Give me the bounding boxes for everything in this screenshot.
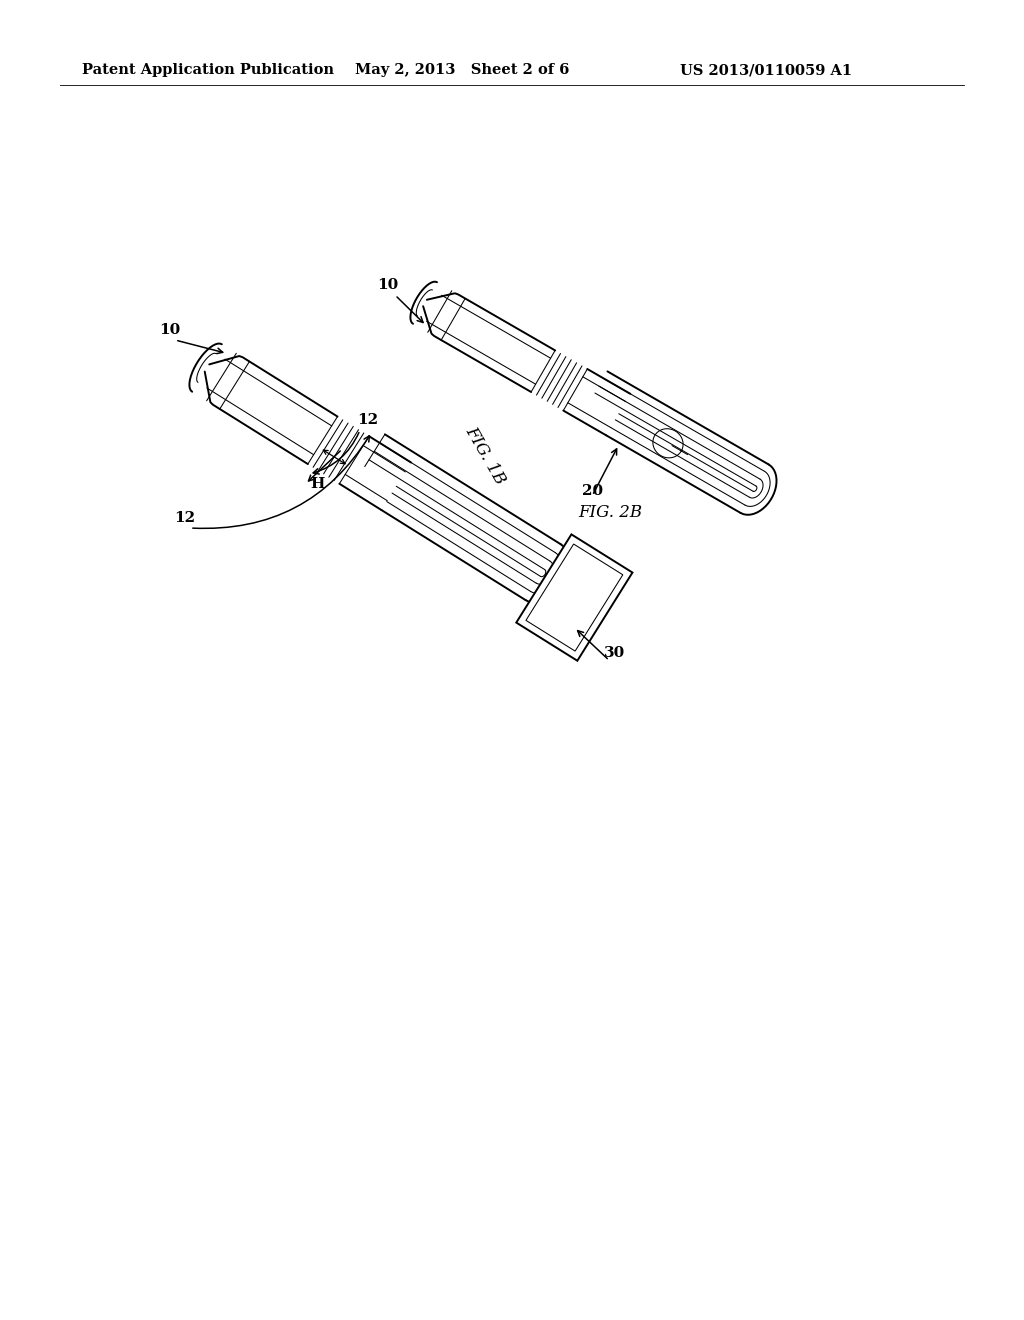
Text: 10: 10 xyxy=(378,279,398,292)
Text: Patent Application Publication: Patent Application Publication xyxy=(82,63,334,77)
Polygon shape xyxy=(516,535,633,661)
Text: US 2013/0110059 A1: US 2013/0110059 A1 xyxy=(680,63,852,77)
Text: 10: 10 xyxy=(160,323,180,337)
Text: H: H xyxy=(310,477,325,491)
Text: 20: 20 xyxy=(582,483,603,498)
Text: 12: 12 xyxy=(357,413,379,426)
Text: 12: 12 xyxy=(174,511,196,525)
Text: FIG. 2B: FIG. 2B xyxy=(579,504,642,521)
Text: 30: 30 xyxy=(604,645,625,660)
Text: FIG. 1B: FIG. 1B xyxy=(462,424,509,488)
Polygon shape xyxy=(526,544,623,651)
Text: May 2, 2013   Sheet 2 of 6: May 2, 2013 Sheet 2 of 6 xyxy=(355,63,569,77)
